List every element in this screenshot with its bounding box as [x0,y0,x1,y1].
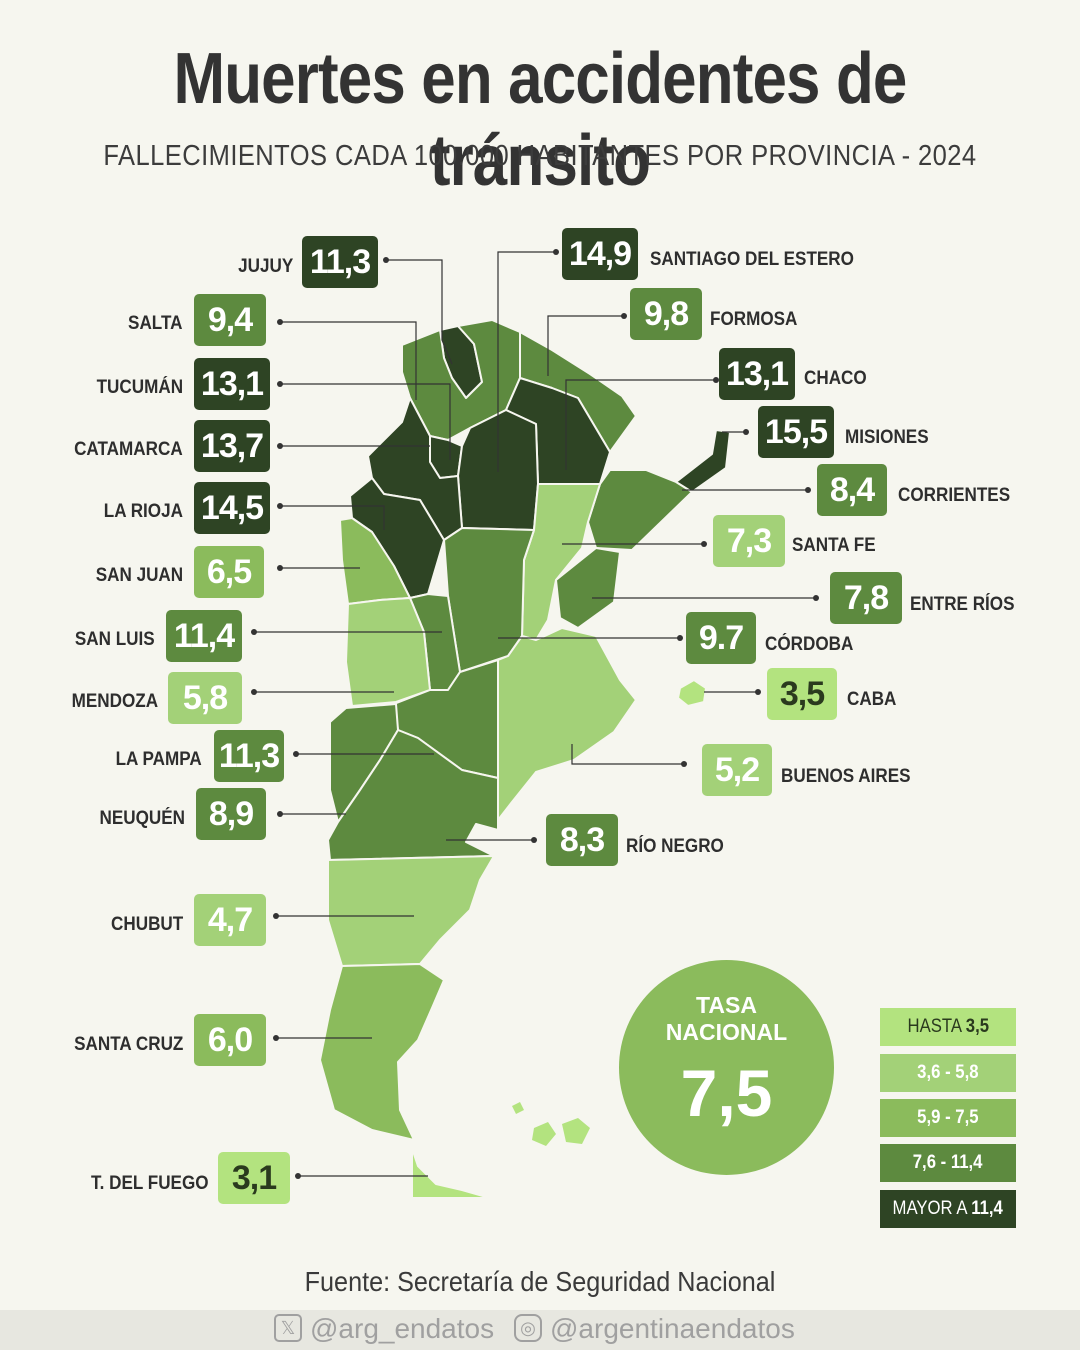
label-corrientes: CORRIENTES [898,485,1011,506]
value-box-santa-cruz: 6,0 [194,1014,266,1066]
label-san-juan: SAN JUAN [95,565,183,586]
leader-formosa [547,315,624,376]
x-logo-icon: 𝕏 [274,1313,302,1342]
leader-santiago [497,251,556,472]
source-note: Fuente: Secretaría de Seguridad Nacional [304,1266,776,1297]
value-box-misiones: 15,5 [758,406,834,458]
label-salta: SALTA [128,313,183,334]
value-box-formosa: 9,8 [630,288,702,340]
value-box-salta: 9,4 [194,294,266,346]
legend-item-3: 5,9 - 7,5 [880,1099,1016,1137]
value-box-rio-negro: 8,3 [546,814,618,866]
national-rate-value: 7,5 [680,1056,773,1130]
instagram-icon: ◎ [514,1313,542,1342]
label-santa-cruz: SANTA CRUZ [73,1034,183,1055]
value-box-chaco: 13,1 [719,348,795,400]
leader-la-rioja [280,505,385,530]
leader-jujuy [386,259,453,365]
label-chaco: CHACO [804,368,867,389]
value-box-santiago-del-estero: 14,9 [562,228,638,280]
legend-item-1: HASTA 3,5 [880,1008,1016,1046]
label-tierra-del-fuego: T. DEL FUEGO [91,1173,209,1194]
value-box-buenos-aires: 5,2 [702,744,772,796]
label-misiones: MISIONES [845,427,929,448]
national-rate-label: TASA NACIONAL [665,992,788,1045]
province-shape-buenos-aires [497,627,637,821]
value-box-tierra-del-fuego: 3,1 [218,1152,290,1204]
value-box-san-juan: 6,5 [194,546,264,598]
value-box-la-pampa: 11,3 [214,730,284,782]
label-entre-rios: ENTRE RÍOS [910,594,1015,615]
value-box-corrientes: 8,4 [817,464,887,516]
value-box-santa-fe: 7,3 [713,515,785,567]
malvinas-islands [512,1102,590,1146]
legend-item-2: 3,6 - 5,8 [880,1054,1016,1092]
label-jujuy: JUJUY [237,256,293,277]
province-shape-tierra-del-fuego [411,1147,491,1199]
label-caba: CABA [847,689,897,710]
leader-chaco [565,379,716,470]
label-la-rioja: LA RIOJA [103,501,183,522]
province-shape-misiones [675,429,731,493]
legend-item-4: 7,6 - 11,4 [880,1144,1016,1182]
value-box-entre-rios: 7,8 [830,572,902,624]
label-santiago-del-estero: SANTIAGO DEL ESTERO [650,249,854,270]
value-box-jujuy: 11,3 [302,236,378,288]
instagram-handle[interactable]: ◎ @argentinaendatos [514,1313,795,1345]
province-shape-santa-cruz [319,963,445,1141]
value-box-san-luis: 11,4 [166,610,242,662]
leader-tucuman [280,383,451,460]
label-la-pampa: LA PAMPA [115,749,202,770]
label-buenos-aires: BUENOS AIRES [781,766,911,787]
value-box-cordoba: 9.7 [686,612,756,664]
province-shape-caba [677,679,707,707]
leader-buenos-aires [571,744,684,765]
label-mendoza: MENDOZA [71,691,158,712]
value-box-mendoza: 5,8 [168,672,242,724]
value-box-tucuman: 13,1 [194,358,270,410]
value-box-chubut: 4,7 [194,894,266,946]
x-handle[interactable]: 𝕏 @arg_endatos [274,1313,494,1345]
value-box-caba: 3,5 [767,668,837,720]
legend-item-5: MAYOR A 11,4 [880,1190,1016,1228]
label-formosa: FORMOSA [710,309,798,330]
label-neuquen: NEUQUÉN [99,808,185,829]
label-cordoba: CÓRDOBA [765,634,854,655]
province-shape-corrientes [587,469,693,551]
province-shape-entre-rios [555,547,621,629]
label-rio-negro: RÍO NEGRO [626,836,724,857]
value-box-la-rioja: 14,5 [194,482,270,534]
value-box-catamarca: 13,7 [194,420,270,472]
leader-salta [280,321,417,400]
label-san-luis: SAN LUIS [75,629,155,650]
province-shape-mendoza [345,597,431,707]
value-box-neuquen: 8,9 [196,788,266,840]
page-subtitle: FALLECIMIENTOS CADA 100.000 HABITANTES P… [103,140,977,172]
province-shape-chubut [327,855,495,967]
label-tucuman: TUCUMÁN [96,377,183,398]
label-catamarca: CATAMARCA [74,439,183,460]
national-rate-circle: TASA NACIONAL 7,5 [619,960,834,1175]
label-chubut: CHUBUT [110,914,183,935]
label-santa-fe: SANTA FE [792,535,876,556]
page-title: Muertes en accidentes de tránsito [173,39,907,201]
